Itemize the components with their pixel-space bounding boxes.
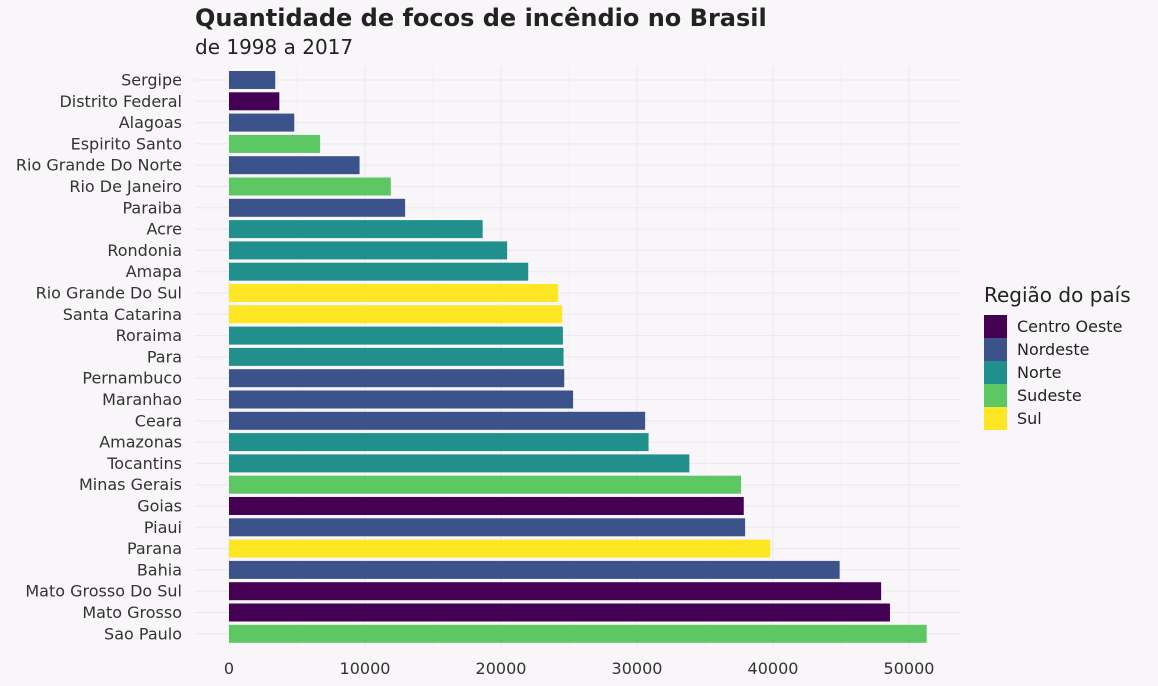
y-tick-label: Amapa <box>126 262 182 281</box>
x-tick-label: 0 <box>224 659 234 678</box>
bar <box>229 347 564 366</box>
y-tick-label: Tocantins <box>106 454 182 473</box>
y-tick-label: Distrito Federal <box>59 92 182 111</box>
x-tick-label: 20000 <box>476 659 527 678</box>
bar <box>229 134 321 153</box>
y-tick-label: Acre <box>146 220 182 239</box>
y-tick-label: Pernambuco <box>82 369 182 388</box>
bar <box>229 497 744 515</box>
bar <box>229 198 406 217</box>
bar <box>229 433 649 452</box>
y-tick-label: Maranhao <box>102 390 182 409</box>
y-tick-label: Mato Grosso Do Sul <box>25 582 182 601</box>
y-tick-label: Roraima <box>116 326 182 345</box>
legend-swatch <box>984 315 1007 338</box>
legend-item: Centro Oeste <box>984 315 1131 338</box>
bar <box>229 390 574 409</box>
y-tick-label: Sao Paulo <box>104 624 182 643</box>
x-tick-label: 50000 <box>884 659 935 678</box>
bar <box>229 177 391 196</box>
chart-title: Quantidade de focos de incêndio no Brasi… <box>195 4 767 32</box>
legend-label: Norte <box>1017 363 1062 382</box>
bar <box>229 582 882 601</box>
legend-title: Região do país <box>984 283 1131 307</box>
legend-item: Nordeste <box>984 338 1131 361</box>
bar <box>229 92 280 111</box>
bar <box>229 369 565 388</box>
y-tick-label: Para <box>147 347 182 366</box>
y-tick-label: Santa Catarina <box>63 305 182 324</box>
y-tick-label: Minas Gerais <box>79 475 182 494</box>
bar <box>229 284 559 302</box>
legend-swatch <box>984 384 1007 407</box>
x-tick-label: 30000 <box>612 659 663 678</box>
bar <box>229 326 563 345</box>
y-tick-label: Amazonas <box>99 433 182 452</box>
bar <box>229 241 508 260</box>
y-tick-label: Paraiba <box>122 198 182 217</box>
y-tick-label: Mato Grosso <box>82 603 182 622</box>
y-tick-label: Ceara <box>135 411 182 430</box>
y-tick-label: Rio Grande Do Norte <box>16 156 182 175</box>
y-tick-label: Espirito Santo <box>71 134 182 153</box>
y-tick-label: Rondonia <box>107 241 182 260</box>
bar <box>229 113 295 132</box>
legend-swatch <box>984 407 1007 430</box>
y-tick-label: Rio De Janeiro <box>69 177 182 196</box>
bar <box>229 518 746 537</box>
x-tick-labels: 0 10000 20000 30000 40000 50000 <box>224 659 935 678</box>
legend-swatch <box>984 361 1007 384</box>
y-tick-label: Alagoas <box>119 113 182 132</box>
bar <box>229 411 646 430</box>
legend-item: Sudeste <box>984 384 1131 407</box>
legend-item: Norte <box>984 361 1131 384</box>
y-tick-label: Parana <box>127 539 182 558</box>
bar <box>229 539 771 558</box>
legend-label: Nordeste <box>1017 340 1090 359</box>
bar <box>229 560 840 579</box>
bar <box>229 475 742 494</box>
bars <box>229 71 927 643</box>
bar <box>229 454 690 473</box>
y-tick-label: Goias <box>137 497 182 516</box>
x-tick-label: 10000 <box>340 659 391 678</box>
y-tick-label: Rio Grande Do Sul <box>36 284 182 303</box>
chart-subtitle: de 1998 a 2017 <box>195 35 354 59</box>
bar <box>229 262 529 281</box>
bar <box>229 624 927 643</box>
y-tick-labels: Sergipe Distrito Federal Alagoas Espirito S… <box>16 71 182 644</box>
y-tick-label: Sergipe <box>121 71 182 90</box>
legend: Região do país Centro Oeste Nordeste Norte… <box>984 283 1131 430</box>
legend-label: Sudeste <box>1017 386 1082 405</box>
x-tick-label: 40000 <box>748 659 799 678</box>
legend-item: Sul <box>984 407 1131 430</box>
bar <box>229 220 483 239</box>
bar <box>229 156 360 175</box>
bar <box>229 305 563 324</box>
legend-label: Sul <box>1017 409 1042 428</box>
legend-label: Centro Oeste <box>1017 317 1123 336</box>
y-tick-label: Bahia <box>137 560 182 579</box>
bar <box>229 603 890 622</box>
legend-swatch <box>984 338 1007 361</box>
y-tick-label: Piaui <box>144 518 182 537</box>
legend-items: Centro Oeste Nordeste Norte Sudeste Sul <box>984 315 1131 430</box>
bar <box>229 71 276 89</box>
